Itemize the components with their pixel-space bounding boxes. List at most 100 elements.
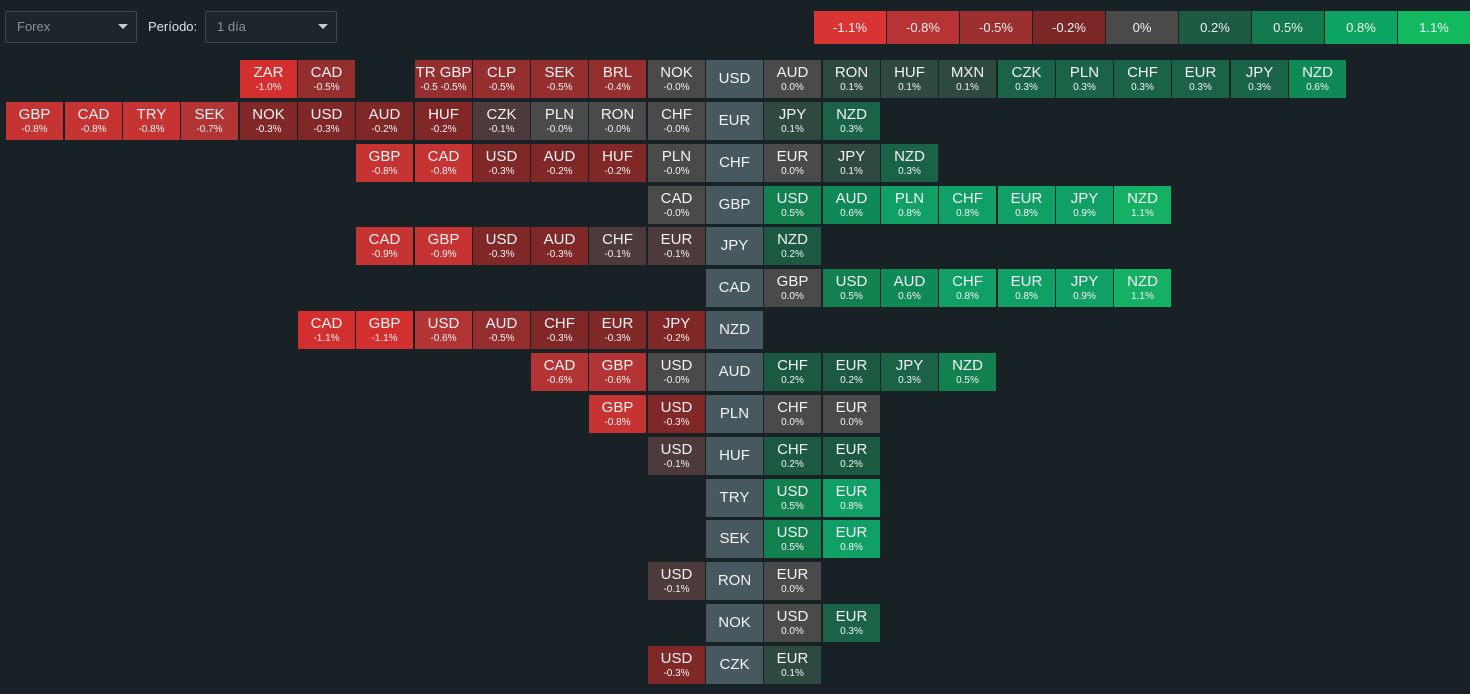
pair-tile[interactable]: RON -0.0% <box>589 102 646 140</box>
pair-tile[interactable]: CHF -0.0% <box>648 102 705 140</box>
pair-tile[interactable]: GBP -0.6% <box>589 353 646 391</box>
pair-tile[interactable]: EUR 0.0% <box>823 395 880 433</box>
base-currency-tile[interactable]: TRY <box>706 479 763 517</box>
base-currency-tile[interactable]: PLN <box>706 395 763 433</box>
pair-tile[interactable]: JPY 0.3% <box>1231 60 1288 98</box>
pair-tile[interactable]: MXN 0.1% <box>939 60 996 98</box>
pair-tile[interactable]: HUF 0.1% <box>881 60 938 98</box>
pair-tile[interactable]: HUF -0.2% <box>415 102 472 140</box>
pair-tile[interactable]: NZD 0.6% <box>1289 60 1346 98</box>
pair-tile[interactable]: USD -0.3% <box>298 102 355 140</box>
pair-tile[interactable]: CHF 0.0% <box>764 395 821 433</box>
pair-tile[interactable]: AUD -0.2% <box>356 102 413 140</box>
pair-tile[interactable]: JPY 0.9% <box>1056 269 1113 307</box>
base-currency-tile[interactable]: JPY <box>706 227 763 265</box>
pair-tile[interactable]: GBP -0.9% <box>415 227 472 265</box>
pair-tile[interactable]: CLP -0.5% <box>473 60 530 98</box>
pair-tile[interactable]: SEK -0.7% <box>181 102 238 140</box>
pair-tile[interactable]: USD -0.3% <box>648 646 705 684</box>
pair-tile[interactable]: USD -0.1% <box>648 437 705 475</box>
pair-tile[interactable]: JPY 0.9% <box>1056 186 1113 224</box>
pair-tile[interactable]: SEK -0.5% <box>531 60 588 98</box>
pair-tile[interactable]: GBP -0.8% <box>6 102 63 140</box>
pair-tile[interactable]: EUR 0.8% <box>998 269 1055 307</box>
pair-tile[interactable]: USD -0.0% <box>648 353 705 391</box>
pair-tile[interactable]: JPY -0.2% <box>648 311 705 349</box>
pair-tile[interactable]: PLN -0.0% <box>648 144 705 182</box>
base-currency-tile[interactable]: CAD <box>706 269 763 307</box>
base-currency-tile[interactable]: CZK <box>706 646 763 684</box>
pair-tile[interactable]: CAD -0.8% <box>415 144 472 182</box>
base-currency-tile[interactable]: EUR <box>706 102 763 140</box>
pair-tile[interactable]: NOK -0.3% <box>240 102 297 140</box>
base-currency-tile[interactable]: GBP <box>706 186 763 224</box>
pair-tile[interactable]: NZD 1.1% <box>1114 269 1171 307</box>
pair-tile[interactable]: PLN 0.8% <box>881 186 938 224</box>
pair-tile[interactable]: NZD 0.3% <box>823 102 880 140</box>
pair-tile[interactable]: ZAR -1.0% <box>240 60 297 98</box>
pair-tile[interactable]: EUR 0.2% <box>823 353 880 391</box>
pair-tile[interactable]: CZK -0.1% <box>473 102 530 140</box>
base-currency-tile[interactable]: AUD <box>706 353 763 391</box>
pair-tile[interactable]: EUR 0.0% <box>764 144 821 182</box>
pair-tile[interactable]: TR GBP -0.5 -0.5% <box>415 60 472 98</box>
pair-tile[interactable]: JPY 0.1% <box>764 102 821 140</box>
pair-tile[interactable]: NZD 0.5% <box>939 353 996 391</box>
base-currency-tile[interactable]: HUF <box>706 437 763 475</box>
pair-tile[interactable]: EUR -0.3% <box>589 311 646 349</box>
pair-tile[interactable]: CAD -0.0% <box>648 186 705 224</box>
pair-tile[interactable]: TRY -0.8% <box>123 102 180 140</box>
pair-tile[interactable]: EUR 0.3% <box>823 604 880 642</box>
pair-tile[interactable]: CHF 0.2% <box>764 353 821 391</box>
pair-tile[interactable]: GBP -0.8% <box>356 144 413 182</box>
base-currency-tile[interactable]: USD <box>706 60 763 98</box>
pair-tile[interactable]: EUR 0.0% <box>764 562 821 600</box>
pair-tile[interactable]: EUR 0.8% <box>823 520 880 558</box>
pair-tile[interactable]: PLN 0.3% <box>1056 60 1113 98</box>
base-currency-tile[interactable]: CHF <box>706 144 763 182</box>
pair-tile[interactable]: AUD 0.0% <box>764 60 821 98</box>
pair-tile[interactable]: EUR 0.1% <box>764 646 821 684</box>
pair-tile[interactable]: EUR 0.2% <box>823 437 880 475</box>
market-select[interactable]: Forex <box>5 11 137 43</box>
pair-tile[interactable]: GBP -1.1% <box>356 311 413 349</box>
pair-tile[interactable]: USD -0.3% <box>648 395 705 433</box>
pair-tile[interactable]: RON 0.1% <box>823 60 880 98</box>
pair-tile[interactable]: AUD 0.6% <box>881 269 938 307</box>
pair-tile[interactable]: GBP 0.0% <box>764 269 821 307</box>
pair-tile[interactable]: USD 0.0% <box>764 604 821 642</box>
pair-tile[interactable]: JPY 0.1% <box>823 144 880 182</box>
pair-tile[interactable]: AUD 0.6% <box>823 186 880 224</box>
base-currency-tile[interactable]: SEK <box>706 520 763 558</box>
pair-tile[interactable]: USD 0.5% <box>764 186 821 224</box>
pair-tile[interactable]: EUR 0.8% <box>823 479 880 517</box>
pair-tile[interactable]: NZD 0.2% <box>764 227 821 265</box>
pair-tile[interactable]: CHF 0.3% <box>1114 60 1171 98</box>
pair-tile[interactable]: CHF -0.1% <box>589 227 646 265</box>
pair-tile[interactable]: AUD -0.2% <box>531 144 588 182</box>
pair-tile[interactable]: NZD 1.1% <box>1114 186 1171 224</box>
pair-tile[interactable]: PLN -0.0% <box>531 102 588 140</box>
pair-tile[interactable]: CAD -0.8% <box>65 102 122 140</box>
pair-tile[interactable]: NOK -0.0% <box>648 60 705 98</box>
pair-tile[interactable]: EUR -0.1% <box>648 227 705 265</box>
pair-tile[interactable]: CAD -0.9% <box>356 227 413 265</box>
pair-tile[interactable]: HUF -0.2% <box>589 144 646 182</box>
pair-tile[interactable]: CHF -0.3% <box>531 311 588 349</box>
pair-tile[interactable]: AUD -0.5% <box>473 311 530 349</box>
pair-tile[interactable]: CZK 0.3% <box>998 60 1055 98</box>
pair-tile[interactable]: CHF 0.8% <box>939 269 996 307</box>
pair-tile[interactable]: CAD -0.6% <box>531 353 588 391</box>
base-currency-tile[interactable]: RON <box>706 562 763 600</box>
pair-tile[interactable]: USD -0.6% <box>415 311 472 349</box>
pair-tile[interactable]: USD -0.1% <box>648 562 705 600</box>
pair-tile[interactable]: AUD -0.3% <box>531 227 588 265</box>
period-select[interactable]: 1 día <box>205 11 337 43</box>
pair-tile[interactable]: CHF 0.2% <box>764 437 821 475</box>
pair-tile[interactable]: USD -0.3% <box>473 144 530 182</box>
pair-tile[interactable]: CAD -1.1% <box>298 311 355 349</box>
base-currency-tile[interactable]: NZD <box>706 311 763 349</box>
pair-tile[interactable]: BRL -0.4% <box>589 60 646 98</box>
pair-tile[interactable]: USD 0.5% <box>764 479 821 517</box>
pair-tile[interactable]: JPY 0.3% <box>881 353 938 391</box>
